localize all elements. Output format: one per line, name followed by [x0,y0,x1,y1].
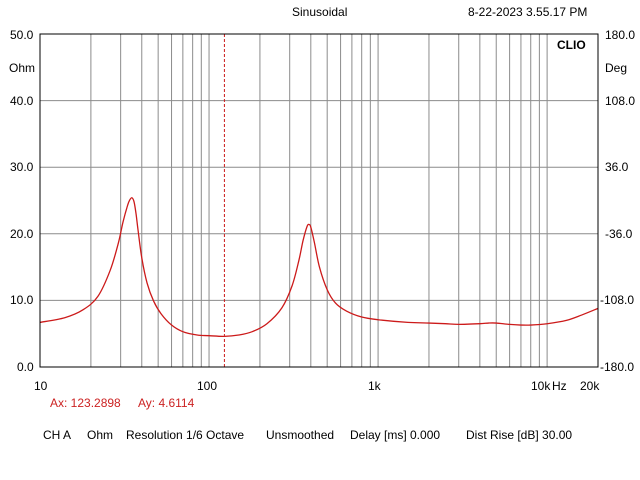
unit-label: Ohm [87,428,114,442]
major-gridlines [40,100,598,301]
y-tick-label: 40.0 [10,94,34,108]
right-axis-unit: Deg [605,61,628,75]
cursor-y-readout: Ay: 4.6114 [138,396,195,410]
plot-frame [39,33,599,368]
y-tick-label: 20.0 [10,227,34,241]
y-tick-label: 0.0 [17,360,34,374]
y2-tick-label: -108.0 [600,293,635,307]
smoothing-label: Unsmoothed [266,428,335,442]
y-tick-label: 50.0 [10,28,34,42]
measurement-mode-title: Sinusoidal [292,5,348,19]
x-tick-label: 20k [580,379,600,393]
x-tick-label: 10 [34,379,48,393]
delay-label: Delay [ms] 0.000 [350,428,441,442]
y-tick-label: 30.0 [10,160,34,174]
minor-gridlines [90,34,548,367]
left-axis-unit: Ohm [9,61,36,75]
impedance-trace [39,197,599,338]
y2-tick-label: 36.0 [605,160,629,174]
x-tick-label: 100 [197,379,218,393]
cursor-x-readout: Ax: 123.2898 [50,396,121,410]
timestamp: 8-22-2023 3.55.17 PM [468,5,588,19]
y2-tick-label: -180.0 [600,360,635,374]
y2-tick-label: 108.0 [605,94,636,108]
y2-tick-label: 180.0 [605,28,636,42]
clio-logo: CLIO [557,38,586,52]
dist-rise-label: Dist Rise [dB] 30.00 [466,428,573,442]
y-tick-label: 10.0 [10,293,34,307]
x-axis-unit: Hz [552,379,567,393]
x-tick-label: 1k [368,379,381,393]
resolution-label: Resolution 1/6 Octave [126,428,245,442]
y2-tick-label: -36.0 [605,227,633,241]
x-tick-label: 10k [531,379,551,393]
channel-label: CH A [43,428,72,442]
